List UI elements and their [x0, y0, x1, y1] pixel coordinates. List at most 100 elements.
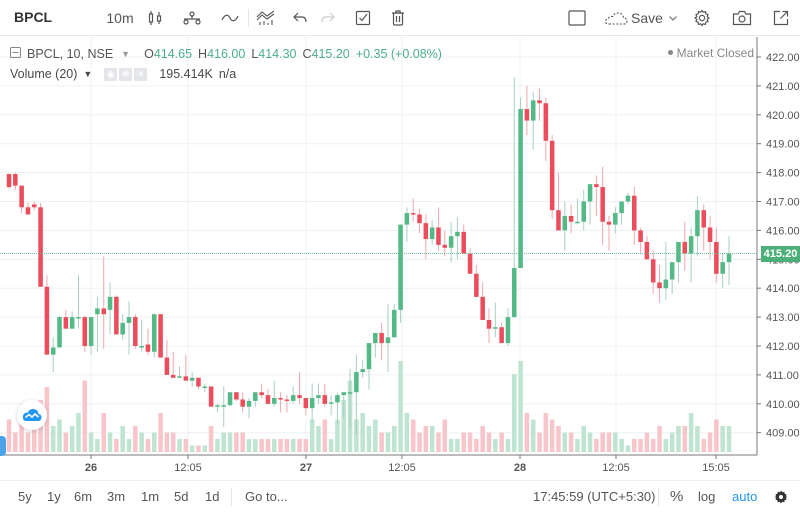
volume-bar — [303, 439, 309, 452]
y-tick-label: 422.00 — [766, 52, 800, 64]
fullscreen-icon[interactable] — [566, 0, 588, 36]
candle — [44, 286, 50, 355]
candle — [13, 174, 18, 186]
volume-bar — [227, 432, 233, 452]
candle — [69, 317, 75, 329]
symbol-search[interactable]: BPCL — [14, 9, 53, 25]
checkbox-icon[interactable] — [352, 0, 374, 36]
volume-bar — [474, 439, 479, 452]
collapse-icon[interactable] — [10, 47, 21, 61]
candle — [398, 224, 403, 310]
popout-icon[interactable] — [770, 0, 792, 36]
range-1y[interactable]: 1y — [47, 489, 61, 504]
candle — [499, 327, 504, 344]
volume-bar — [290, 439, 296, 452]
redo-icon[interactable] — [318, 0, 338, 36]
volume-chevron-icon[interactable]: ▼ — [83, 69, 93, 79]
side-panel-toggle[interactable] — [0, 436, 6, 456]
compare-icon[interactable] — [218, 0, 242, 36]
y-tick-label: 419.00 — [766, 139, 800, 151]
candle — [650, 259, 656, 283]
indicators-icon[interactable] — [180, 0, 204, 36]
volume-bar — [215, 439, 220, 452]
legend-chevron-icon[interactable]: ▼ — [121, 49, 131, 59]
settings-icon[interactable]: ✻ — [119, 67, 133, 81]
volume-bar — [63, 432, 69, 452]
legend-title[interactable]: BPCL, 10, NSE — [27, 47, 114, 61]
trash-icon[interactable] — [388, 0, 408, 36]
eye-icon[interactable]: ◉ — [104, 67, 118, 81]
percent-toggle[interactable]: % — [670, 488, 684, 505]
camera-icon[interactable] — [730, 0, 754, 36]
volume-bar — [537, 432, 542, 452]
undo-icon[interactable] — [290, 0, 310, 36]
candle — [366, 343, 372, 370]
candle — [625, 195, 631, 202]
volume-bar — [467, 432, 473, 452]
candle — [423, 223, 429, 240]
x-tick-label: 12:05 — [388, 462, 416, 474]
chart-settings-icon[interactable] — [774, 481, 788, 512]
volume-bar — [398, 361, 403, 452]
volume-bar — [429, 426, 435, 452]
candle — [139, 346, 144, 348]
candle — [82, 317, 88, 346]
candle — [600, 187, 605, 222]
volume-bar — [253, 439, 258, 452]
chevron-down-icon[interactable] — [666, 0, 680, 36]
templates-icon[interactable] — [254, 0, 278, 36]
volume-bar — [556, 426, 561, 452]
range-3m[interactable]: 3m — [107, 489, 126, 504]
candle — [354, 372, 359, 393]
tradingview-logo[interactable] — [17, 400, 47, 430]
gear-icon[interactable] — [690, 0, 714, 36]
candlestick-chart[interactable]: 422.00 421.00 420.00 419.00 418.00 417.00 416.… — [0, 37, 800, 480]
volume-bar — [594, 439, 599, 452]
candle — [341, 392, 347, 396]
volume-title[interactable]: Volume (20) — [10, 67, 78, 81]
candle — [31, 204, 37, 208]
range-5d[interactable]: 5d — [174, 489, 189, 504]
goto-button[interactable]: Go to... — [245, 489, 288, 504]
cloud-icon[interactable] — [602, 0, 630, 36]
volume-bar — [189, 445, 195, 452]
volume-bar — [196, 445, 201, 452]
range-6m[interactable]: 6m — [74, 489, 93, 504]
candle — [714, 241, 719, 274]
save-button[interactable]: Save — [631, 10, 663, 26]
volume-bar — [385, 432, 391, 452]
log-toggle[interactable]: log — [698, 489, 716, 504]
x-tick-label: 27 — [300, 462, 312, 474]
range-1m[interactable]: 1m — [141, 489, 160, 504]
low-label: L — [251, 47, 259, 61]
volume-bar — [133, 426, 138, 452]
volume-bar — [328, 439, 334, 452]
volume-bar — [95, 439, 100, 452]
candle — [530, 100, 536, 121]
interval-selector[interactable]: 10m — [106, 10, 134, 26]
candle — [613, 213, 618, 225]
volume-bar — [423, 426, 429, 452]
range-1d[interactable]: 1d — [205, 489, 220, 504]
candle — [38, 207, 43, 287]
y-tick-label: 413.00 — [766, 312, 800, 324]
range-5y[interactable]: 5y — [18, 489, 32, 504]
candle — [50, 347, 56, 355]
volume-bar — [549, 419, 555, 452]
candle — [631, 195, 637, 231]
volume-bar — [575, 439, 580, 452]
y-tick-label: 411.00 — [766, 370, 799, 382]
close-icon[interactable]: ✕ — [134, 67, 148, 81]
volume-bar — [316, 426, 321, 452]
volume-bar — [202, 445, 208, 452]
volume-bar — [151, 432, 157, 452]
open-value: 414.65 — [153, 47, 193, 61]
separator — [248, 9, 249, 27]
cloud-logo-icon — [22, 409, 42, 421]
candle — [474, 273, 479, 297]
candle — [145, 344, 151, 352]
auto-toggle[interactable]: auto — [732, 489, 758, 504]
volume-bar — [619, 439, 624, 452]
candles-icon[interactable] — [144, 0, 166, 36]
clock-timezone[interactable]: 17:45:59 (UTC+5:30) — [533, 489, 656, 504]
